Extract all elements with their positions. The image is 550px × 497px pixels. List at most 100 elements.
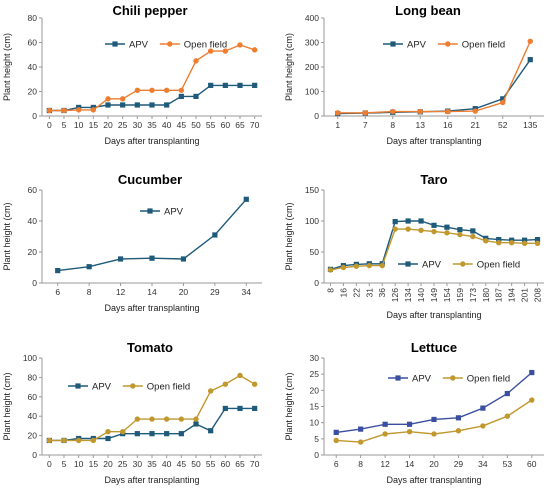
data-point (163, 416, 170, 422)
legend-swatch-marker (450, 375, 456, 381)
x-tick-label: 201 (520, 288, 530, 302)
x-tick-label: 187 (494, 288, 504, 302)
data-point (405, 226, 411, 232)
data-point (46, 107, 53, 114)
data-point (472, 108, 478, 114)
y-tick-label: 80 (28, 372, 38, 382)
x-tick-label: 35 (147, 120, 157, 130)
y-tick-label: 60 (28, 392, 38, 402)
data-point (222, 82, 228, 88)
x-tick-label: 70 (250, 459, 260, 469)
data-point (178, 93, 184, 99)
data-point (431, 416, 437, 423)
data-point (362, 110, 368, 116)
legend: APV Open field (68, 382, 190, 393)
x-tick-label: 30 (133, 459, 143, 469)
x-tick-label: 154 (442, 288, 452, 302)
data-point (480, 423, 486, 429)
data-point (457, 227, 463, 233)
x-tick-label: 40 (162, 459, 172, 469)
y-tick-label: 0 (314, 111, 319, 121)
data-point (178, 431, 184, 437)
series-open-field (46, 42, 258, 114)
legend-label: Open field (477, 260, 520, 271)
x-tick-label: 8 (358, 459, 363, 469)
legend-label: APV (412, 374, 432, 385)
x-tick-label: 134 (403, 288, 413, 302)
data-point (207, 388, 214, 394)
x-tick-label: 7 (363, 120, 368, 130)
data-point (457, 231, 463, 238)
x-tick-label: 10 (74, 459, 84, 469)
data-point (527, 38, 533, 44)
x-tick-label: 15 (89, 120, 99, 130)
y-tick-label: 15 (310, 402, 320, 412)
data-point (193, 58, 199, 64)
data-point (251, 47, 258, 53)
legend-swatch-marker (390, 41, 396, 47)
y-tick-label: 100 (305, 216, 319, 226)
legend-label: APV (407, 40, 427, 51)
legend-swatch-marker (112, 41, 118, 47)
data-point (333, 437, 339, 444)
x-tick-label: 14 (405, 459, 415, 469)
data-point (237, 82, 243, 88)
x-tick-label: 6 (334, 459, 339, 469)
data-point (178, 416, 185, 422)
data-point (237, 372, 243, 379)
data-point (55, 268, 61, 274)
data-point (521, 240, 528, 247)
data-point (406, 421, 413, 427)
data-point (134, 431, 140, 437)
data-point (208, 82, 214, 88)
series-apv (333, 369, 535, 435)
x-tick-label: 65 (235, 120, 245, 130)
x-tick-label: 149 (429, 288, 439, 302)
data-point (252, 405, 258, 412)
data-point (237, 42, 243, 48)
chart-title: Long bean (395, 3, 461, 18)
chart-cucumber: Cucumber 0 20 40 60 6 8 12 14 20 29 34 Days after tr… (2, 172, 262, 313)
y-axis-label: Plant height (cm) (284, 202, 294, 270)
y-tick-label: 0 (32, 450, 37, 460)
x-tick-label: 13 (416, 120, 426, 130)
data-point (470, 233, 476, 240)
data-point (353, 263, 360, 269)
x-tick-label: 60 (221, 120, 231, 130)
data-point (105, 102, 111, 108)
y-tick-label: 0 (32, 111, 37, 121)
legend-label: APV (422, 260, 442, 271)
x-tick-label: 31 (364, 288, 374, 298)
x-tick-label: 70 (250, 120, 260, 130)
legend-label: Open field (147, 382, 190, 393)
x-tick-label: 53 (503, 459, 513, 469)
chart-title: Cucumber (118, 172, 182, 187)
series-apv (335, 57, 533, 117)
data-point (251, 381, 258, 387)
x-tick-label: 65 (235, 459, 245, 469)
x-tick-label: 34 (478, 459, 488, 469)
legend-swatch-marker (130, 383, 136, 389)
data-point (483, 238, 489, 244)
x-tick-label: 5 (62, 459, 67, 469)
legend-label: APV (129, 40, 149, 51)
legend: APV Open field (383, 40, 505, 51)
data-point (366, 262, 372, 269)
x-tick-label: 29 (210, 287, 220, 297)
x-tick-label: 12 (116, 287, 126, 297)
data-point (335, 110, 341, 116)
x-tick-label: 50 (191, 459, 201, 469)
x-tick-label: 8 (390, 120, 395, 130)
data-point (357, 439, 364, 445)
chart-title: Chili pepper (112, 3, 187, 18)
x-tick-label: 173 (468, 288, 478, 302)
x-axis-label: Days after transplanting (386, 475, 481, 485)
chart-title: Tomato (127, 340, 173, 355)
x-tick-label: 25 (118, 459, 128, 469)
y-axis-label: Plant height (cm) (284, 372, 294, 440)
data-point (382, 431, 388, 437)
y-axis-label: Plant height (cm) (2, 33, 12, 101)
legend-label: Open field (184, 40, 227, 51)
